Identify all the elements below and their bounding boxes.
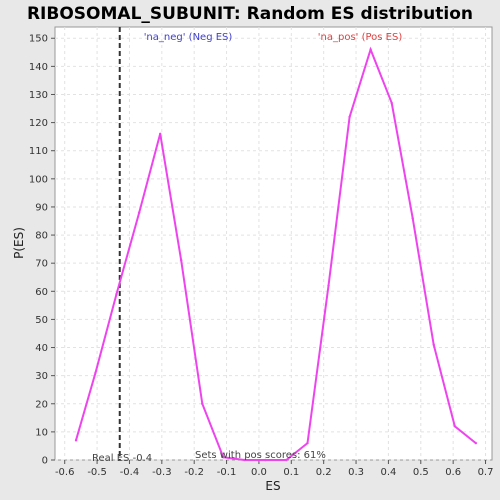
plot-area [54, 26, 493, 461]
data-point [474, 441, 478, 445]
x-tick-label: 0.4 [380, 467, 396, 478]
x-tick-label: 0.6 [445, 467, 461, 478]
data-point [306, 441, 309, 445]
y-axis-label: P(ES) [12, 227, 26, 259]
data-point [243, 458, 246, 462]
data-point [348, 115, 351, 119]
x-tick-label: 0.2 [316, 467, 332, 478]
series-points [74, 48, 478, 462]
y-tick-label: 60 [35, 287, 48, 298]
y-tick-label: 150 [29, 34, 48, 45]
x-tick-label: -0.6 [55, 467, 75, 478]
data-point [369, 48, 372, 51]
data-point [432, 343, 435, 346]
data-point [201, 402, 204, 405]
x-tick-label: 0.5 [413, 467, 429, 478]
y-tick-label: 70 [35, 259, 48, 270]
data-point [115, 292, 118, 296]
y-tick-label: 10 [35, 427, 48, 438]
data-point [94, 371, 97, 375]
data-point [453, 425, 456, 428]
series-line [75, 46, 477, 461]
y-axis-ticks: 0 10 20 30 40 50 60 70 80 90 100 110 120 130 140 150 [29, 34, 55, 467]
x-tick-label: 0.1 [283, 467, 299, 478]
data-point [137, 211, 141, 214]
x-tick-label: -0.2 [184, 467, 204, 478]
data-point [222, 455, 225, 459]
x-tick-label: -0.3 [152, 467, 172, 478]
chart-title: RIBOSOMAL_SUBUNIT: Random ES distributio… [27, 4, 473, 24]
data-point [264, 458, 267, 462]
y-tick-label: 50 [35, 315, 48, 326]
y-tick-label: 40 [35, 343, 48, 354]
y-tick-label: 140 [29, 62, 48, 73]
data-point [74, 439, 78, 442]
legend-pos: 'na_pos' (Pos ES) [318, 32, 403, 43]
data-point [327, 284, 330, 287]
x-axis-ticks: -0.6 -0.5 -0.4 -0.3 -0.2 -0.1 0.0 0.1 0.2 0.3 0.4 0… [55, 460, 494, 478]
x-tick-label: 0.3 [348, 467, 364, 478]
x-tick-label: -0.4 [120, 467, 140, 478]
y-tick-label: 110 [29, 146, 48, 157]
data-point [411, 216, 414, 220]
x-tick-label: -0.1 [217, 467, 237, 478]
data-point [180, 259, 183, 262]
y-tick-label: 30 [35, 371, 48, 382]
data-point [390, 101, 393, 105]
y-tick-label: 80 [35, 231, 48, 242]
y-tick-label: 100 [29, 174, 48, 185]
y-tick-label: 120 [29, 118, 48, 129]
real-es-label: Real ES -0.4 [92, 453, 152, 464]
x-tick-label: 0.7 [478, 467, 494, 478]
y-tick-label: 130 [29, 90, 48, 101]
pos-scores-annotation: Sets with pos scores: 61% [195, 450, 326, 461]
x-tick-label: 0.0 [251, 467, 267, 478]
y-tick-label: 90 [35, 202, 48, 213]
x-tick-label: -0.5 [87, 467, 107, 478]
data-point [285, 458, 288, 462]
y-tick-label: 0 [42, 456, 48, 467]
data-point [159, 132, 162, 136]
legend-neg: 'na_neg' (Neg ES) [144, 32, 233, 43]
y-tick-label: 20 [35, 399, 48, 410]
x-axis-label: ES [265, 479, 280, 493]
